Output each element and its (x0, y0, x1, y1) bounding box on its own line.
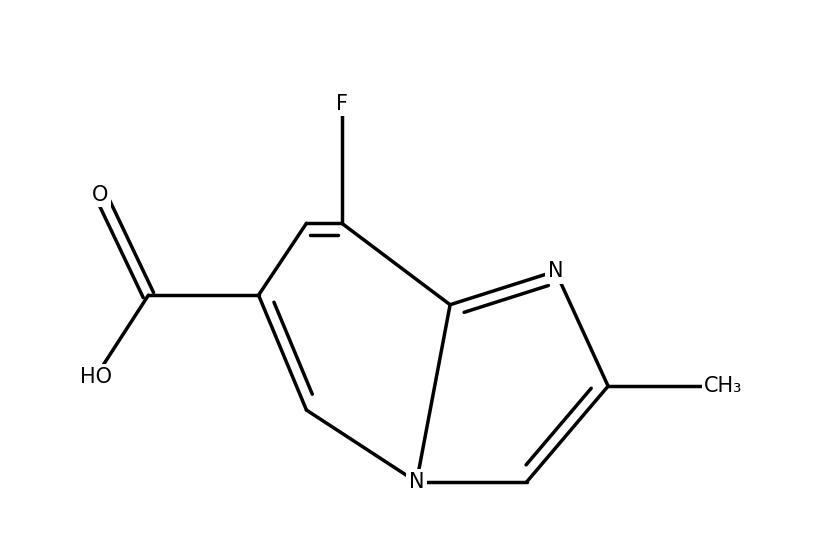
Text: HO: HO (80, 367, 112, 386)
Text: O: O (92, 184, 109, 205)
Text: CH₃: CH₃ (704, 376, 742, 396)
Text: N: N (409, 472, 424, 492)
Text: F: F (336, 94, 348, 114)
Text: N: N (548, 261, 563, 281)
